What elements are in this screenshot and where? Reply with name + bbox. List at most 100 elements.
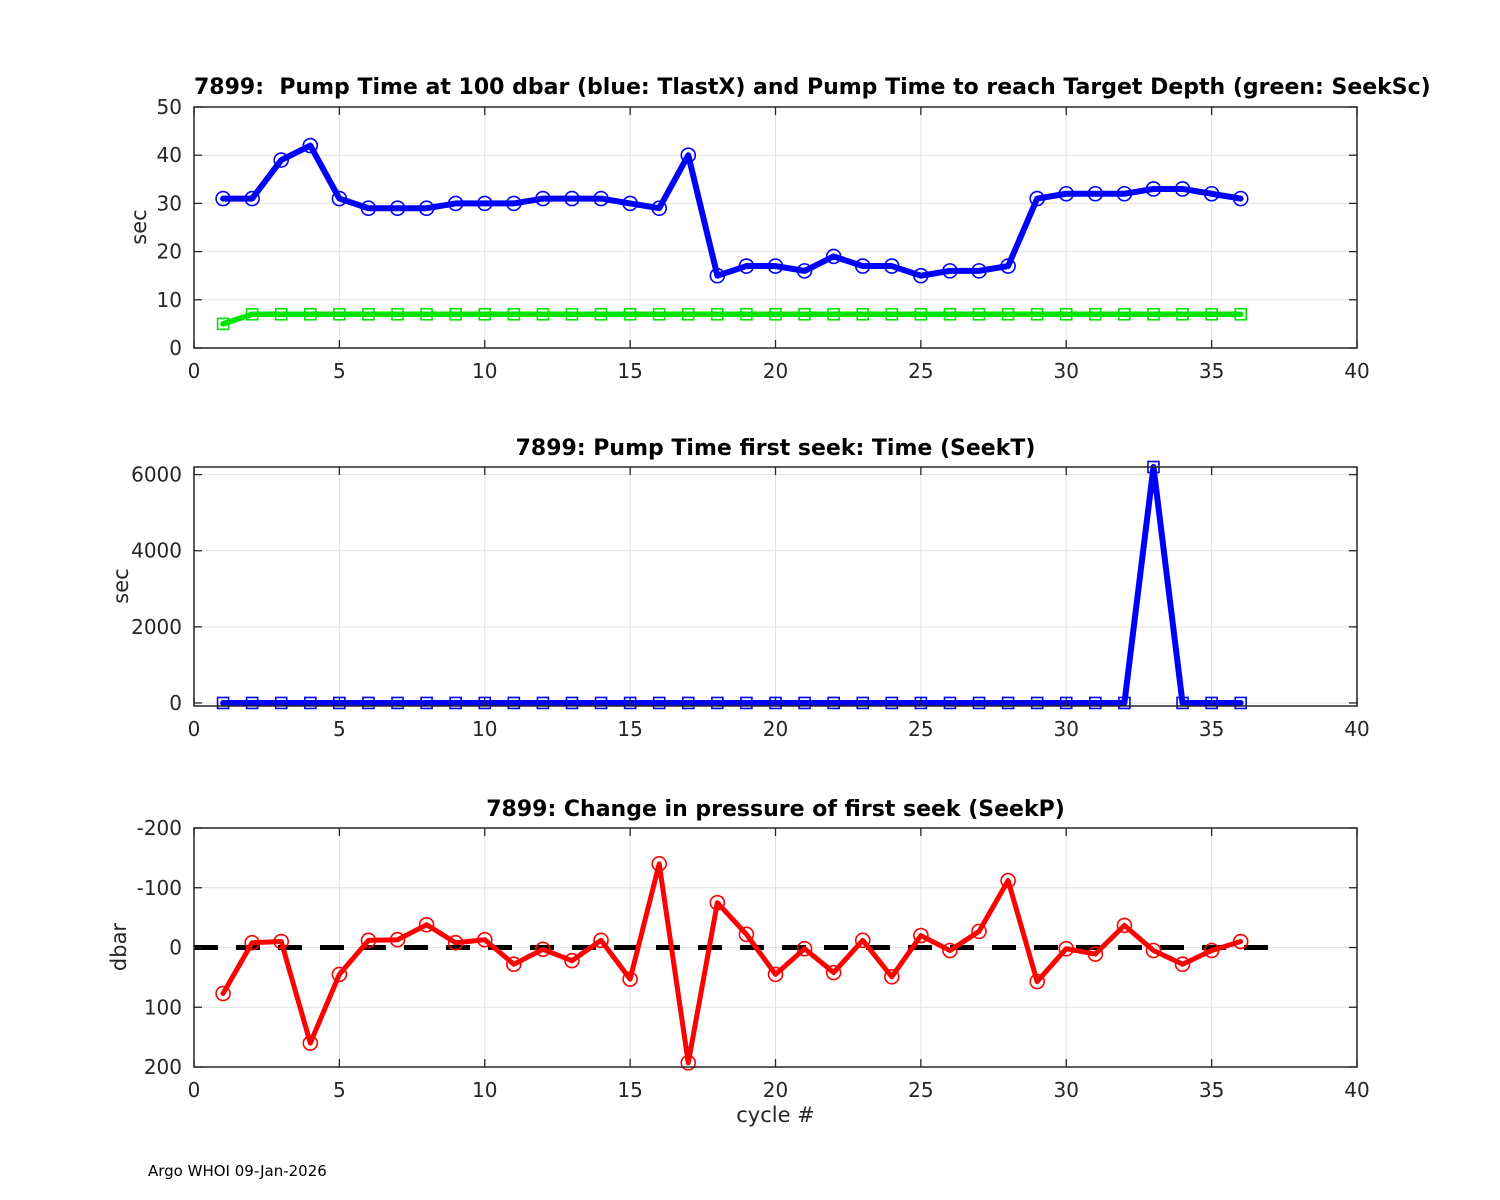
marker-square (391, 696, 404, 710)
marker-circle (447, 934, 464, 951)
marker-square (333, 696, 346, 710)
marker-square (478, 696, 492, 710)
middle-chart-ylabel: sec (109, 568, 133, 604)
marker-circle (593, 932, 609, 949)
marker-circle (447, 195, 464, 212)
marker-circle (1145, 942, 1162, 959)
footer-stamp: Argo WHOI 09-Jan-2026 (148, 1162, 327, 1180)
marker-circle (418, 200, 435, 217)
x-tick-label: 5 (333, 1078, 346, 1102)
marker-circle (942, 942, 958, 959)
marker-square (1176, 307, 1189, 321)
marker-circle (564, 190, 580, 207)
marker-circle (360, 200, 377, 217)
marker-square (798, 307, 811, 321)
marker-square (1205, 307, 1218, 321)
marker-circle (913, 267, 929, 284)
marker-square (711, 307, 724, 321)
marker-circle (1000, 872, 1016, 889)
marker-circle (680, 147, 697, 163)
y-tick-label: 50 (157, 95, 182, 119)
marker-circle (1174, 181, 1191, 197)
axes-border (193, 827, 1358, 1068)
marker-circle (825, 248, 842, 265)
x-tick-label: 40 (1344, 1078, 1369, 1102)
marker-circle (215, 985, 231, 1002)
marker-circle (215, 190, 231, 207)
marker-circle (622, 971, 638, 987)
y-tick-label: 10 (157, 288, 182, 312)
marker-circle (883, 258, 900, 274)
marker-circle (273, 152, 290, 168)
x-axis-label: cycle # (736, 1103, 815, 1127)
marker-circle (476, 195, 493, 212)
series-TlastX-line (220, 142, 1244, 279)
marker-circle (1203, 942, 1220, 959)
x-tick-label: 15 (617, 1078, 642, 1102)
marker-square (1205, 696, 1218, 710)
marker-circle (389, 200, 406, 217)
marker-circle (1058, 940, 1075, 957)
marker-circle (476, 931, 493, 948)
tick-labels: 0 5 10 15 20 25 30 35 40 -200 -100 0 100 200 (137, 816, 1370, 1102)
marker-circle (651, 200, 668, 217)
y-tick-label: 0 (169, 336, 182, 360)
marker-circle (302, 137, 319, 154)
marker-circle (506, 195, 522, 212)
marker-square (972, 696, 986, 710)
marker-circle (971, 263, 987, 279)
marker-square (972, 307, 986, 321)
marker-circle (1000, 258, 1016, 274)
series-SeekT-line (220, 464, 1244, 706)
marker-square (1147, 460, 1160, 474)
marker-circle (1232, 933, 1249, 950)
y-tick-label: 0 (169, 691, 182, 715)
marker-square (1234, 307, 1247, 321)
marker-square (652, 307, 666, 321)
marker-square (536, 696, 550, 710)
marker-square (1059, 307, 1073, 321)
top-chart-ylabel: sec (127, 209, 151, 245)
marker-square (362, 696, 375, 710)
marker-circle (1087, 185, 1104, 202)
marker-square (914, 307, 928, 321)
marker-circle (1145, 181, 1162, 197)
marker-circle (651, 856, 668, 872)
marker-circle (1116, 917, 1133, 934)
y-tick-label: 2000 (131, 615, 182, 639)
marker-square (1030, 696, 1044, 710)
marker-square (623, 696, 637, 710)
marker-circle (1174, 956, 1191, 973)
marker-circle (564, 952, 580, 969)
x-tick-label: 15 (617, 359, 642, 383)
marker-square (216, 696, 230, 710)
series-SeekP-line (220, 861, 1244, 1066)
x-tick-label: 25 (908, 717, 933, 741)
marker-circle (767, 966, 784, 983)
marker-square (303, 307, 317, 321)
marker-circle (709, 894, 726, 911)
marker-square (362, 307, 375, 321)
bottom-chart-ylabel: dbar (107, 922, 131, 972)
y-tick-label: 4000 (131, 539, 182, 563)
marker-square (1001, 696, 1015, 710)
y-tick-label: 0 (169, 936, 182, 960)
marker-circle (331, 190, 348, 207)
marker-circle (1058, 185, 1075, 202)
x-tick-label: 5 (333, 717, 346, 741)
axes-border (193, 106, 1358, 349)
marker-square (391, 307, 404, 321)
x-tick-label: 35 (1199, 717, 1224, 741)
marker-square (1089, 696, 1102, 710)
marker-square (798, 696, 811, 710)
marker-square (594, 307, 608, 321)
marker-square (1176, 696, 1189, 710)
x-tick-label: 40 (1344, 359, 1369, 383)
grid (193, 106, 1358, 349)
marker-square (1118, 307, 1131, 321)
marker-square (623, 307, 637, 321)
marker-circle (913, 927, 929, 944)
marker-square (769, 696, 782, 710)
x-tick-label: 20 (763, 359, 788, 383)
